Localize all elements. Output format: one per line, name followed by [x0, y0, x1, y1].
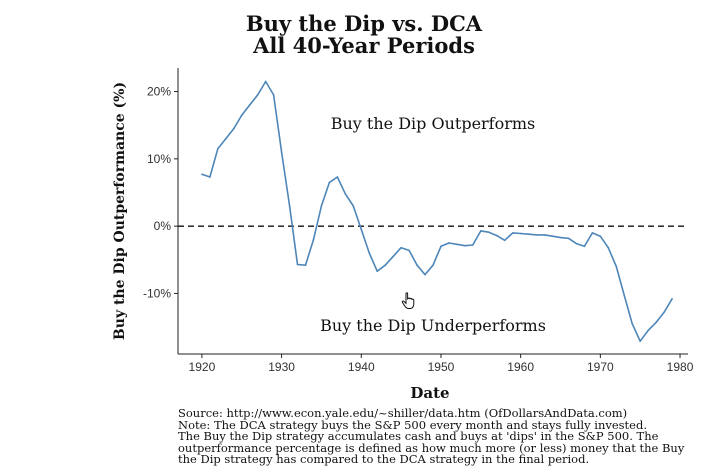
data-point — [209, 176, 211, 178]
data-point — [225, 137, 227, 140]
annotation-outperforms: Buy the Dip Outperforms — [330, 114, 536, 134]
data-point — [495, 234, 498, 237]
x-tick-label: 1920 — [189, 360, 216, 374]
data-point — [376, 270, 379, 273]
data-point — [527, 233, 530, 236]
chart-title: Buy the Dip vs. DCA — [245, 11, 483, 36]
data-point — [583, 245, 586, 248]
data-point — [503, 239, 506, 242]
data-point — [575, 242, 578, 245]
data-point — [272, 94, 275, 96]
footnote-line-strategy: The Buy the Dip strategy accumulates cas… — [178, 429, 659, 443]
data-point — [663, 311, 665, 314]
chart-subtitle: All 40-Year Periods — [253, 33, 475, 58]
data-point — [392, 255, 394, 258]
x-tick-label: 1930 — [268, 360, 295, 374]
series-line — [201, 80, 673, 342]
data-point — [647, 329, 649, 332]
x-axis-label: Date — [410, 384, 450, 402]
data-point — [360, 228, 363, 231]
y-axis-label: Buy the Dip Outperformance (%) — [112, 81, 128, 341]
data-point — [328, 181, 331, 184]
x-tick-label: 1950 — [428, 360, 455, 374]
footnote-line-definition: outperformance percentage is defined as … — [178, 440, 685, 455]
data-point — [615, 265, 618, 268]
data-point — [424, 273, 426, 276]
data-point — [464, 244, 466, 247]
data-point — [535, 234, 538, 236]
data-point — [352, 205, 355, 207]
hand-pointer-icon — [401, 292, 415, 309]
data-point — [511, 232, 514, 234]
data-point — [671, 298, 673, 300]
y-tick-label: 10% — [147, 152, 171, 166]
annotation-underperforms: Buy the Dip Underperforms — [320, 316, 546, 336]
data-points — [201, 80, 673, 343]
x-tick-label: 1970 — [587, 360, 614, 374]
data-point — [591, 232, 594, 234]
data-point — [440, 245, 442, 248]
data-point — [487, 231, 490, 233]
data-point — [639, 340, 641, 343]
data-point — [296, 263, 299, 266]
data-point — [288, 205, 291, 207]
data-point — [519, 232, 522, 235]
data-point — [607, 246, 610, 249]
y-tick-label: 0% — [154, 219, 172, 233]
data-point — [248, 104, 251, 106]
axes — [177, 68, 688, 355]
data-point — [336, 176, 339, 178]
data-point — [312, 238, 315, 241]
data-point — [599, 235, 602, 238]
data-point — [368, 252, 371, 254]
x-tick-label: 1940 — [348, 360, 375, 374]
data-point — [456, 243, 458, 246]
data-point — [408, 249, 410, 252]
data-point — [416, 264, 418, 266]
data-point — [432, 264, 434, 266]
data-point — [400, 246, 402, 249]
data-point — [320, 205, 323, 207]
data-point — [567, 237, 570, 240]
data-point — [344, 193, 347, 195]
y-tick-label: -10% — [143, 286, 171, 300]
data-point — [631, 322, 634, 325]
data-point — [448, 242, 450, 244]
data-point — [256, 94, 259, 96]
x-tick-label: 1960 — [507, 360, 534, 374]
data-point — [559, 236, 562, 239]
footnote-line-note: Note: The DCA strategy buys the S&P 500 … — [178, 417, 647, 432]
data-point — [280, 151, 283, 153]
footnote-line-final: the Dip strategy has compared to the DCA… — [178, 452, 590, 466]
ticks: 1920 1930 1940 1950 1960 1970 1980 -10% 0% 10% 20% — [143, 85, 694, 374]
data-point — [304, 264, 307, 266]
data-point — [201, 173, 203, 176]
data-point — [264, 80, 267, 83]
x-tick-label: 1980 — [667, 360, 694, 374]
data-point — [384, 264, 386, 266]
data-point — [655, 321, 657, 324]
data-point — [551, 235, 554, 238]
data-point — [232, 127, 235, 130]
y-tick-label: 20% — [147, 85, 171, 99]
data-point — [472, 244, 474, 246]
data-point — [240, 114, 243, 116]
data-point — [480, 230, 482, 232]
data-point — [623, 294, 626, 297]
data-point — [217, 147, 219, 150]
footnote: Source: http://www.econ.yale.edu/~shille… — [178, 406, 718, 466]
footnote-line-source: Source: http://www.econ.yale.edu/~shille… — [178, 406, 628, 420]
data-point — [543, 234, 546, 236]
